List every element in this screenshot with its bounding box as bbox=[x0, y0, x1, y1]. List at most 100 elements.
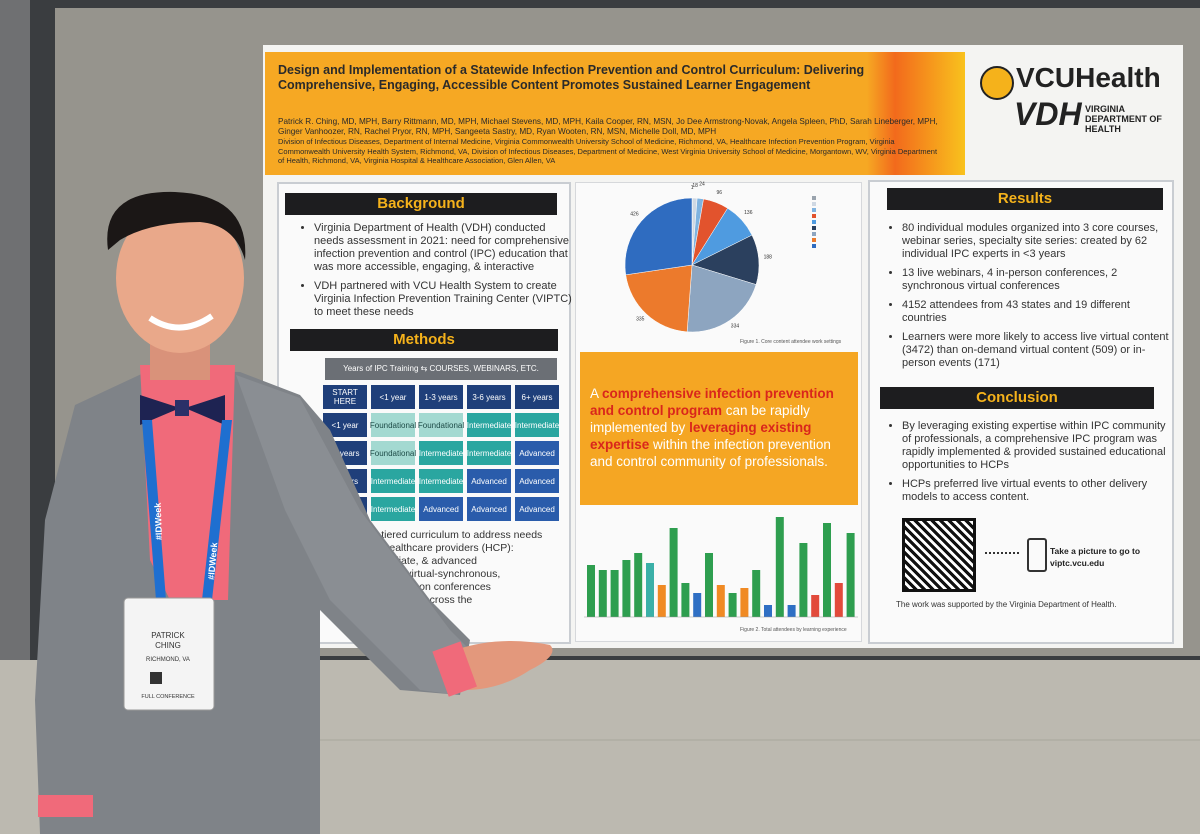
table-cell: Intermediate bbox=[419, 441, 463, 465]
bar bbox=[764, 605, 772, 617]
conclusion-list: By leveraging existing expertise within … bbox=[888, 420, 1174, 510]
bar bbox=[834, 583, 843, 617]
bar bbox=[811, 595, 820, 617]
slice-label: 426 bbox=[630, 211, 639, 217]
pie-slice bbox=[686, 264, 757, 333]
table-cell: Foundational bbox=[418, 413, 464, 437]
bar bbox=[752, 570, 761, 617]
bar bbox=[681, 583, 690, 617]
slice-label: 335 bbox=[636, 317, 645, 323]
figure-caption: Figure 2. Total attendees by learning ex… bbox=[740, 627, 847, 633]
figure-caption: Figure 1. Core content attendee work set… bbox=[740, 339, 842, 345]
funding: The work was supported by the Virginia D… bbox=[896, 600, 1117, 609]
callout-box bbox=[580, 352, 858, 505]
bar bbox=[610, 570, 619, 617]
bar bbox=[646, 563, 654, 617]
section-heading: Background bbox=[285, 193, 557, 215]
bar bbox=[728, 593, 737, 617]
table-cell: 3-6 years bbox=[467, 385, 511, 409]
callout-part: within the infection prevention and cont… bbox=[590, 437, 831, 469]
table-cell: Advanced bbox=[419, 497, 463, 521]
table-cell: Intermediate bbox=[419, 469, 463, 493]
legend-swatch bbox=[812, 214, 816, 218]
bar bbox=[775, 517, 784, 617]
badge-location: RICHMOND, VA bbox=[146, 657, 190, 663]
bar bbox=[740, 588, 749, 617]
legend-swatch bbox=[812, 202, 816, 206]
table-cell: Advanced bbox=[515, 469, 559, 493]
qr-line: viptc.vcu.edu bbox=[1050, 558, 1105, 568]
table-cell: Foundational bbox=[370, 441, 416, 465]
legend-swatch bbox=[812, 196, 816, 200]
affiliations: Division of Infectious Diseases, Departm… bbox=[278, 137, 938, 165]
bar bbox=[705, 553, 713, 617]
bar bbox=[823, 523, 831, 617]
table-cell: START HERE bbox=[323, 385, 367, 409]
bullet: 80 individual modules organized into 3 c… bbox=[902, 222, 1177, 261]
qr-code bbox=[902, 518, 976, 592]
slice-label: 188 bbox=[764, 255, 773, 261]
phone-icon bbox=[1027, 538, 1047, 572]
table-cell: Intermediate bbox=[467, 441, 511, 465]
table-cell: 1-3 years bbox=[419, 385, 463, 409]
pie-slice bbox=[624, 197, 693, 276]
section-heading: Results bbox=[887, 188, 1163, 210]
bar bbox=[598, 570, 607, 617]
slice-label: 96 bbox=[716, 190, 722, 196]
table-cell: 6+ years bbox=[515, 385, 559, 409]
slice-label: 18 bbox=[692, 183, 698, 189]
bar bbox=[799, 543, 808, 617]
legend-swatch bbox=[812, 226, 816, 230]
slice-label: 1 bbox=[691, 185, 694, 191]
bar bbox=[634, 553, 643, 617]
background-list: Virginia Department of Health (VDH) cond… bbox=[300, 222, 572, 325]
badge-type: FULL CONFERENCE bbox=[141, 694, 195, 700]
vdh-logo: VDH bbox=[1014, 96, 1082, 132]
legend-swatch bbox=[812, 208, 816, 212]
bar bbox=[716, 585, 725, 617]
badge-name: PATRICK bbox=[151, 631, 185, 640]
slice-label: 334 bbox=[731, 324, 740, 330]
table-cell: <1 year bbox=[371, 385, 415, 409]
lanyard-text: #IDWeek bbox=[206, 541, 219, 580]
bullet: 13 live webinars, 4 in-person conference… bbox=[902, 267, 1177, 293]
legend-swatch bbox=[812, 238, 816, 242]
callout-part: A bbox=[590, 386, 603, 401]
text-line: eloped a tiered curriculum to address ne… bbox=[338, 529, 543, 541]
legend-swatch bbox=[812, 232, 816, 236]
section-heading: Conclusion bbox=[880, 387, 1154, 409]
table-title: Years of IPC Training ⇆ COURSES, WEBINAR… bbox=[325, 358, 557, 380]
slice-label: 136 bbox=[744, 210, 753, 216]
lanyard-text: #IDWeek bbox=[153, 502, 164, 541]
callout-part: can be rapidly implemented by bbox=[590, 403, 810, 435]
bar bbox=[669, 528, 678, 617]
bullet: Learners were more likely to access live… bbox=[902, 331, 1177, 370]
bullet: By leveraging existing expertise within … bbox=[902, 420, 1174, 472]
qr-text: Take a picture to go to viptc.vcu.edu bbox=[1050, 545, 1140, 569]
table-cell: Intermediate bbox=[371, 469, 415, 493]
bar bbox=[693, 593, 702, 617]
vcu-seal bbox=[980, 66, 1014, 100]
vdh-name: VIRGINIA DEPARTMENT OF HEALTH bbox=[1085, 104, 1162, 134]
bar bbox=[622, 560, 631, 617]
slice-label: 24 bbox=[699, 182, 705, 188]
callout-text: A comprehensive infection prevention and… bbox=[590, 385, 852, 470]
table-cell: Intermediate bbox=[515, 413, 559, 437]
pie-slice bbox=[625, 264, 693, 333]
table-cell: Intermediate bbox=[467, 413, 511, 437]
right-panel bbox=[868, 180, 1174, 644]
poster-title: Design and Implementation of a Statewide… bbox=[278, 63, 865, 92]
table-cell: Intermediate bbox=[371, 497, 415, 521]
table-cell: Advanced bbox=[467, 469, 511, 493]
poster-header bbox=[265, 52, 965, 175]
arrow bbox=[985, 552, 1019, 554]
table-cell: Advanced bbox=[467, 497, 511, 521]
bar bbox=[787, 605, 796, 617]
qr-line: Take a picture to go to bbox=[1050, 546, 1141, 556]
bar bbox=[657, 585, 666, 617]
badge-name: CHING bbox=[155, 641, 181, 650]
bullet: HCPs preferred live virtual events to ot… bbox=[902, 478, 1174, 504]
